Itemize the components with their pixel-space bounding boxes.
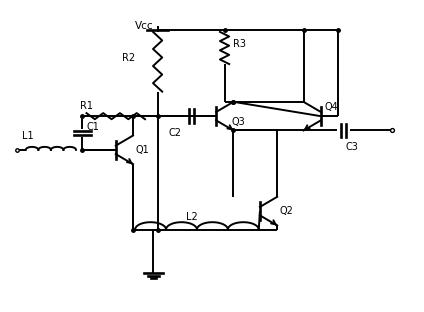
- Text: C3: C3: [346, 142, 359, 152]
- Text: Q4: Q4: [325, 102, 339, 112]
- Text: Vcc: Vcc: [134, 21, 153, 31]
- Text: R2: R2: [122, 53, 135, 63]
- Text: C1: C1: [86, 122, 99, 132]
- Text: L2: L2: [187, 212, 198, 222]
- Text: R3: R3: [233, 39, 246, 49]
- Text: R1: R1: [80, 100, 93, 110]
- Text: Q2: Q2: [279, 206, 293, 216]
- Text: L1: L1: [22, 131, 33, 141]
- Text: Q3: Q3: [232, 117, 245, 127]
- Text: C2: C2: [168, 128, 181, 138]
- Text: Q1: Q1: [135, 145, 149, 155]
